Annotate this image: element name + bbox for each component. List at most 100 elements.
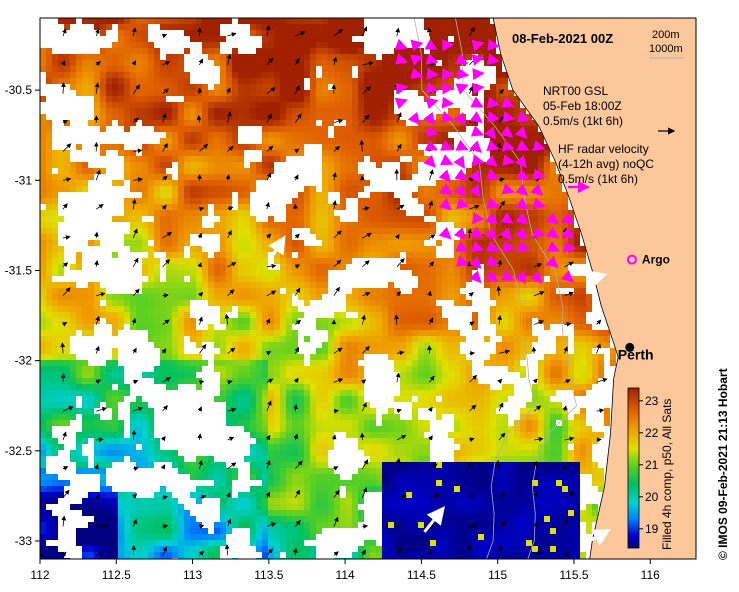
- gsl-arrow: [160, 436, 166, 442]
- gsl-arrow: [498, 402, 504, 412]
- gsl-arrow: [332, 56, 338, 65]
- gsl-arrow: [62, 28, 67, 37]
- gsl-arrow: [161, 204, 167, 210]
- gsl-arrow: [198, 550, 204, 556]
- gsl-arrow: [226, 53, 232, 65]
- coastline: [492, 18, 696, 559]
- gsl-arrow: [198, 58, 203, 66]
- gsl-arrow: [224, 544, 230, 556]
- hf-arrow: [469, 226, 484, 239]
- gsl-arrow: [362, 26, 368, 37]
- gsl-arrow: [496, 285, 502, 296]
- gsl-arrow: [225, 174, 231, 181]
- gsl-arrow: [266, 378, 274, 384]
- gsl-arrow: [534, 436, 544, 442]
- scale-label-1000m: 1000m: [649, 43, 683, 55]
- gsl-arrow: [61, 82, 66, 94]
- gsl-arrow: [333, 489, 340, 498]
- gsl-arrow: [333, 378, 344, 383]
- hf-arrow: [563, 240, 577, 253]
- gsl-arrow: [333, 28, 344, 37]
- hf-arrow: [486, 197, 500, 209]
- gsl-arrow: [199, 379, 205, 385]
- hf-arrow: [500, 125, 514, 138]
- gsl-arrow: [62, 431, 67, 441]
- gsl-arrow: [62, 235, 71, 240]
- hf-arrow: [484, 269, 499, 282]
- gsl-arrow: [266, 548, 274, 556]
- hf-arrow: [425, 97, 439, 110]
- gsl-arrow: [197, 232, 203, 239]
- gsl-arrow: [362, 61, 374, 66]
- gsl-arrow: [197, 433, 203, 441]
- gsl-arrow: [265, 351, 272, 356]
- gsl-arrow: [162, 259, 171, 268]
- hf-arrow: [517, 240, 531, 253]
- hf-arrow: [533, 168, 546, 181]
- gsl-arrow: [226, 111, 232, 123]
- hf-arrow: [470, 240, 485, 253]
- gsl-arrow: [96, 437, 104, 443]
- lon-tick-label: 113.5: [254, 568, 283, 582]
- gsl-arrow: [332, 200, 337, 210]
- gsl-arrow: [226, 518, 232, 527]
- gsl-arrow: [293, 377, 299, 384]
- gsl-arrow: [133, 466, 139, 471]
- gsl-arrow: [60, 60, 66, 66]
- gsl-arrow: [497, 378, 503, 384]
- gsl-arrow: [427, 290, 432, 296]
- gsl-arrow: [469, 523, 477, 529]
- gsl-arrow: [468, 493, 474, 499]
- gsl-arrow: [468, 86, 473, 94]
- gsl-arrow: [266, 145, 274, 152]
- perth-marker: [625, 342, 635, 352]
- hf-arrow: [455, 83, 469, 95]
- gsl-arrow: [564, 379, 571, 384]
- argo-label: Argo: [642, 253, 670, 267]
- hf-arrow: [441, 96, 455, 109]
- gsl-arrow: [362, 260, 370, 268]
- lon-tick-label: 114: [336, 568, 355, 582]
- gsl-arrow: [199, 206, 205, 212]
- gsl-arrow: [61, 551, 67, 557]
- hf-arrow: [472, 211, 485, 224]
- hf-arrow: [395, 82, 409, 95]
- gsl-arrow: [94, 494, 101, 500]
- hf-arrow: [484, 154, 498, 167]
- gsl-arrow: [96, 292, 106, 297]
- hf-arrow: [500, 212, 514, 224]
- gsl-arrow: [199, 494, 207, 500]
- gsl-arrow: [394, 233, 400, 240]
- gsl-arrow: [95, 315, 100, 325]
- hf-arrow: [501, 182, 515, 195]
- gsl-arrow: [227, 462, 237, 470]
- gsl-arrow: [332, 172, 337, 181]
- gsl-arrow: [533, 551, 543, 556]
- hf-arrow: [455, 240, 469, 252]
- hf-arrow: [515, 183, 529, 196]
- gsl-arrow: [362, 487, 368, 498]
- contour-line: [413, 18, 536, 559]
- hf-arrow: [486, 168, 500, 180]
- hf-arrow: [530, 183, 544, 197]
- hf-arrow: [453, 227, 467, 240]
- lon-tick-label: 112: [30, 568, 49, 582]
- gsl-arrow: [395, 457, 401, 469]
- hf-arrow: [501, 139, 515, 152]
- gsl-arrow: [94, 259, 99, 267]
- hf-arrow: [453, 184, 466, 198]
- gsl-arrow: [132, 518, 137, 527]
- gsl-arrow: [498, 492, 506, 498]
- gsl-arrow: [294, 346, 300, 354]
- gsl-arrow: [294, 489, 301, 498]
- hf-arrow: [440, 110, 454, 123]
- colorbar-tick-label: 22: [645, 426, 659, 440]
- perth-label: Perth: [618, 346, 654, 362]
- gsl-arrow: [227, 262, 237, 268]
- lat-axis: -30.5 -31 -31.5 -32 -32.5 -33: [5, 83, 40, 548]
- gsl-arrow: [227, 206, 234, 211]
- hf-arrow: [514, 226, 528, 240]
- gsl-arrow: [333, 145, 341, 152]
- lon-tick-label: 112.5: [102, 568, 131, 582]
- gsl-arrow: [294, 287, 301, 296]
